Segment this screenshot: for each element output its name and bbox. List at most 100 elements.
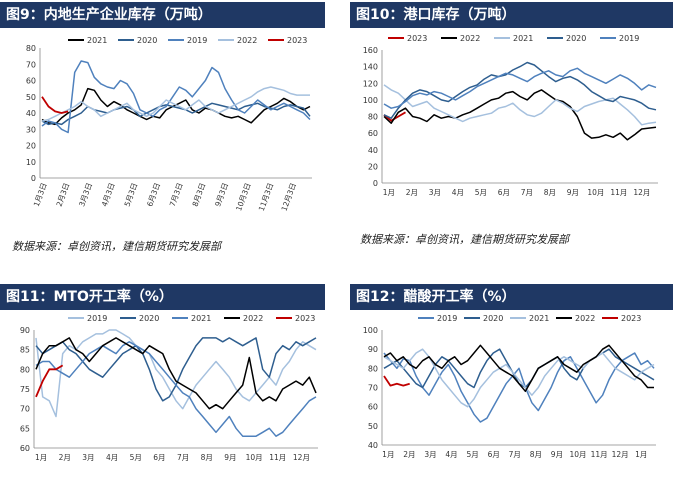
y-tick-label: 60 bbox=[26, 77, 36, 86]
x-tick-label: 3月 bbox=[82, 453, 94, 462]
series-line-2022 bbox=[383, 344, 654, 393]
legend-label: 2020 bbox=[483, 314, 503, 323]
x-tick-label: 8月3日 bbox=[190, 182, 207, 208]
x-tick-label: 3月 bbox=[424, 450, 436, 459]
y-tick-label: 80 bbox=[368, 113, 378, 122]
x-tick-label: 1月 bbox=[35, 453, 47, 462]
x-tick-label: 9月 bbox=[567, 188, 579, 197]
legend-label: 2023 bbox=[295, 314, 315, 323]
chart-title: 图10：港口库存（万吨） bbox=[350, 2, 673, 28]
series-line-2023 bbox=[41, 96, 69, 114]
legend-label: 2019 bbox=[437, 314, 457, 323]
x-tick-label: 5月3日 bbox=[122, 182, 139, 208]
x-tick-label: 11月3日 bbox=[257, 182, 275, 213]
x-tick-label: 9月 bbox=[224, 453, 236, 462]
series-line-2021 bbox=[383, 84, 657, 126]
legend-label: 2021 bbox=[529, 314, 549, 323]
y-tick-label: 70 bbox=[20, 405, 30, 414]
legend-label: 2020 bbox=[566, 34, 586, 43]
x-tick-label: 12月3日 bbox=[280, 182, 298, 213]
y-tick-label: 75 bbox=[20, 385, 30, 394]
x-tick-label: 10月 bbox=[587, 188, 604, 197]
x-tick-label: 1月3日 bbox=[32, 182, 49, 208]
series-line-2021 bbox=[41, 87, 311, 126]
x-tick-label: 2月 bbox=[406, 188, 418, 197]
mto-operating-rate-chart: 60 65 70 75 80 85 90 1月 2月 3月 4月 5月 6月 7月 8月 9月 10月 11月 12… bbox=[20, 314, 318, 462]
x-tick-label: 2月 bbox=[403, 450, 415, 459]
y-tick-label: 60 bbox=[368, 129, 378, 138]
x-tick-label: 1月 bbox=[635, 450, 647, 459]
x-tick-label: 8月 bbox=[530, 450, 542, 459]
x-tick-label: 4月3日 bbox=[100, 182, 117, 208]
x-tick-label: 11月 bbox=[269, 453, 286, 462]
y-tick-label: 160 bbox=[363, 46, 378, 55]
y-tick-label: 10 bbox=[26, 158, 36, 167]
x-tick-label: 5月 bbox=[475, 188, 487, 197]
legend-label: 2022 bbox=[575, 314, 595, 323]
x-tick-label: 2月3日 bbox=[54, 182, 71, 208]
y-tick-label: 30 bbox=[26, 125, 36, 134]
legend-label: 2020 bbox=[137, 36, 157, 45]
x-tick-label: 5月 bbox=[130, 453, 142, 462]
x-tick-label: 9月3日 bbox=[213, 182, 230, 208]
x-tick-label: 3月 bbox=[429, 188, 441, 197]
y-tick-label: 20 bbox=[26, 142, 36, 151]
port-inventory-chart: 0 20 40 60 80 100 120 140 160 1月 2月 3月 4月 5月 6月 7月 8月 9月 1… bbox=[363, 34, 658, 197]
y-tick-label: 65 bbox=[20, 424, 30, 433]
x-tick-label: 10月3日 bbox=[234, 182, 252, 213]
legend-label: 2022 bbox=[243, 314, 263, 323]
legend-label: 2023 bbox=[407, 34, 427, 43]
data-source-note: 数据来源：卓创资讯，建信期货研究发展部 bbox=[360, 233, 569, 246]
x-tick-label: 8月 bbox=[201, 453, 213, 462]
y-tick-label: 50 bbox=[26, 93, 36, 102]
x-tick-label: 10月 bbox=[246, 453, 263, 462]
legend-label: 2020 bbox=[139, 314, 159, 323]
series-line-2022 bbox=[383, 89, 657, 141]
series-line-2023 bbox=[383, 375, 410, 387]
series-line-2021 bbox=[35, 341, 317, 437]
y-tick-label: 140 bbox=[363, 63, 378, 72]
legend-label: 2019 bbox=[187, 36, 207, 45]
y-tick-label: 90 bbox=[20, 326, 30, 335]
series-line-2022 bbox=[41, 86, 310, 122]
x-tick-label: 6月 bbox=[488, 450, 500, 459]
series-line-2019 bbox=[35, 329, 317, 418]
x-tick-label: 4月 bbox=[106, 453, 118, 462]
y-tick-label: 90 bbox=[368, 345, 378, 354]
legend-label: 2023 bbox=[621, 314, 641, 323]
y-tick-label: 85 bbox=[20, 346, 30, 355]
y-tick-label: 80 bbox=[20, 365, 30, 374]
legend-label: 2021 bbox=[191, 314, 211, 323]
chart-title: 图11：MTO开工率（%） bbox=[0, 284, 325, 310]
x-tick-label: 9月 bbox=[551, 450, 563, 459]
series-line-2023 bbox=[35, 364, 64, 398]
series-line-2021 bbox=[383, 348, 655, 408]
y-tick-label: 40 bbox=[368, 441, 378, 450]
legend-label: 2019 bbox=[619, 34, 639, 43]
y-tick-label: 100 bbox=[363, 326, 378, 335]
x-tick-label: 6月 bbox=[498, 188, 510, 197]
y-tick-label: 70 bbox=[368, 384, 378, 393]
legend-label: 2021 bbox=[513, 34, 533, 43]
x-tick-label: 3月3日 bbox=[77, 182, 94, 208]
x-tick-label: 1月 bbox=[383, 188, 395, 197]
x-tick-label: 6月3日 bbox=[145, 182, 162, 208]
y-tick-label: 80 bbox=[368, 364, 378, 373]
x-tick-label: 10月 bbox=[569, 450, 586, 459]
x-tick-label: 8月 bbox=[544, 188, 556, 197]
x-tick-label: 7月 bbox=[521, 188, 533, 197]
y-tick-label: 20 bbox=[368, 162, 378, 171]
y-tick-label: 40 bbox=[368, 146, 378, 155]
x-tick-label: 2月 bbox=[59, 453, 71, 462]
chart-title: 图9：内地生产企业库存（万吨） bbox=[0, 2, 325, 28]
legend-label: 2019 bbox=[87, 314, 107, 323]
legend-label: 2022 bbox=[460, 34, 480, 43]
y-tick-label: 120 bbox=[363, 79, 378, 88]
y-tick-label: 0 bbox=[373, 179, 378, 188]
series-line-2020 bbox=[41, 102, 311, 126]
y-tick-label: 50 bbox=[368, 422, 378, 431]
x-tick-label: 11月 bbox=[591, 450, 608, 459]
y-tick-label: 40 bbox=[26, 109, 36, 118]
y-tick-label: 70 bbox=[26, 60, 36, 69]
acetic-acid-operating-rate-chart: 40 50 60 70 80 90 100 1月 2月 3月 4月 5月 6月 7月 8月 9月 10月 11月 1… bbox=[363, 314, 656, 459]
